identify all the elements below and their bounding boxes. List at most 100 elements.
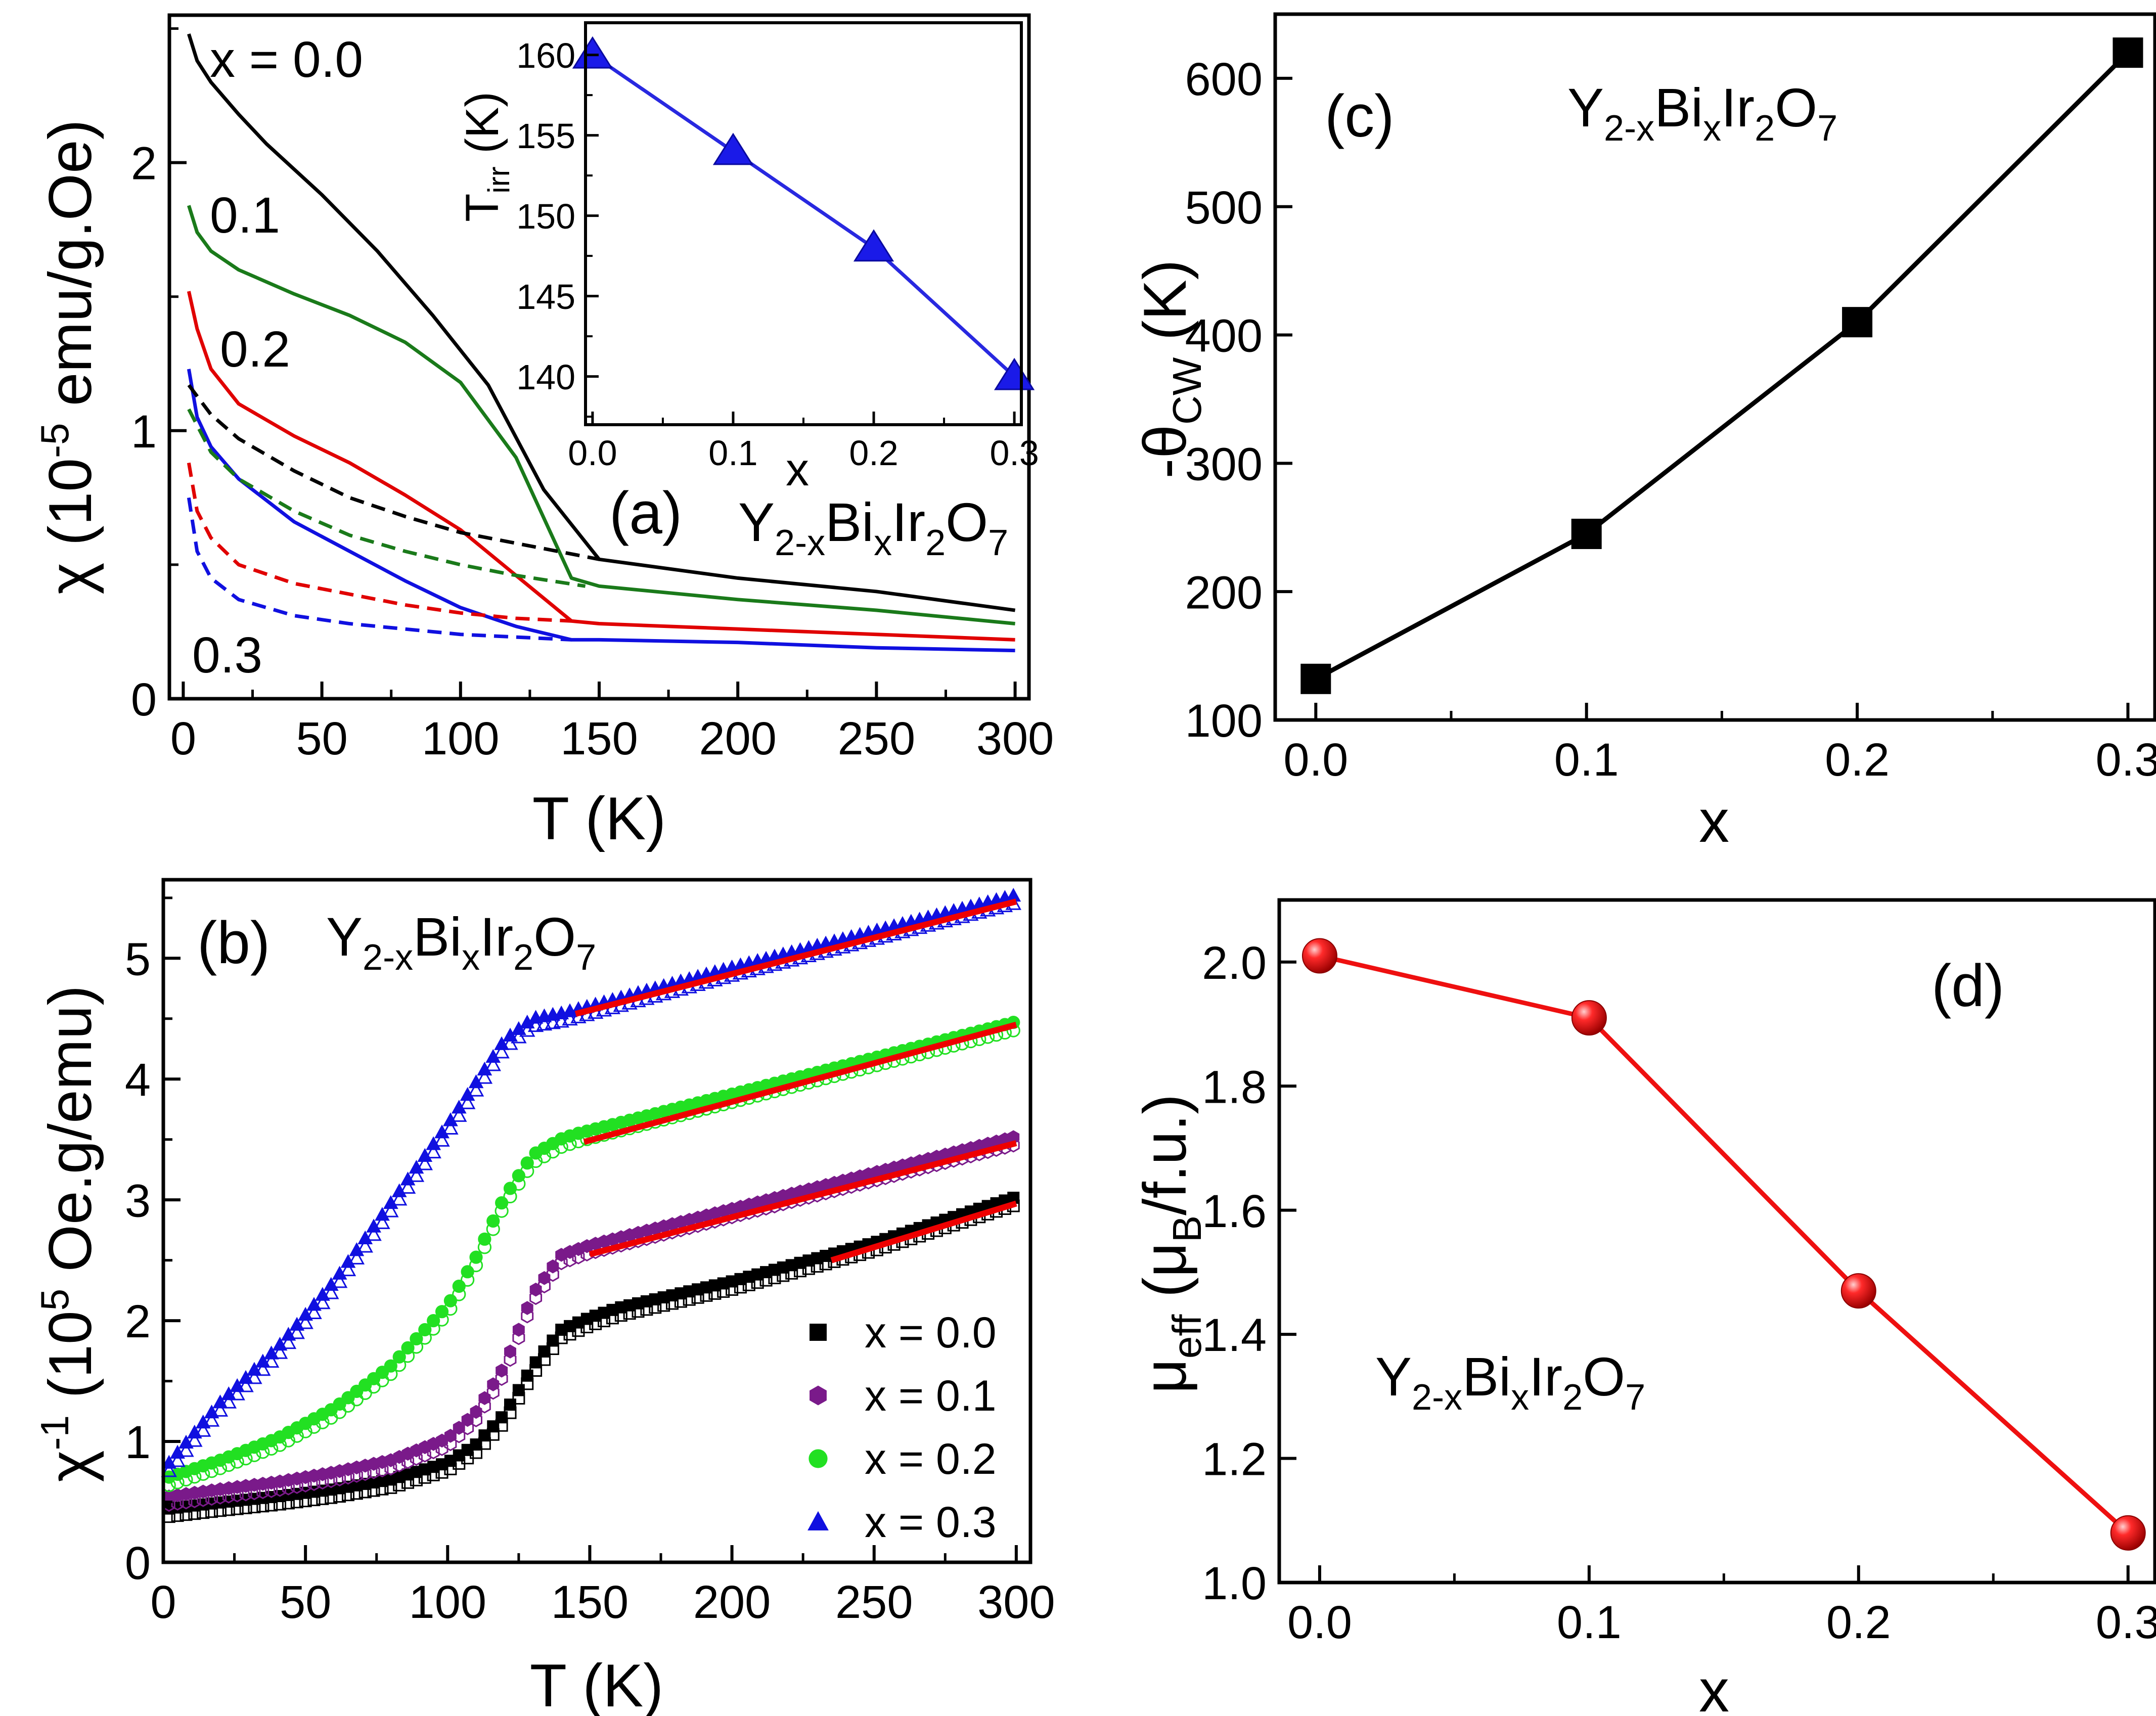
panel-b-data-point: [536, 1016, 553, 1031]
panel-b-data-point: [323, 1277, 339, 1291]
panel-b-data-point: [537, 1149, 552, 1163]
panel-b-xtick-label: 0: [150, 1576, 176, 1628]
inset-ytick-label: 145: [516, 277, 575, 317]
panel-c-xtick-label: 0.3: [2096, 734, 2156, 786]
panel-a-ticks-group: 0 50 100 150 200 250 300 0 1 2: [131, 27, 1054, 764]
panel-b-data-point: [477, 1240, 491, 1254]
panel-d-xlabel: x: [1699, 1657, 1729, 1716]
panel-c-ytick-label: 600: [1185, 54, 1263, 105]
panel-d-series-group: [1301, 938, 2146, 1551]
inset-data-point: [994, 357, 1035, 390]
panel-b-data-point: [717, 1285, 730, 1298]
panel-b-data-point: [478, 1398, 491, 1414]
panel-b-data-point: [256, 1500, 270, 1513]
panel-b-data-point: [333, 1490, 346, 1503]
legend-label-x03: x = 0.3: [865, 1498, 997, 1547]
panel-b-data-point: [632, 1305, 645, 1318]
panel-b-data-point: [231, 1502, 244, 1515]
panel-b-data-point: [726, 1283, 739, 1296]
inset-ytick-label: 160: [516, 36, 575, 75]
panel-b-data-point: [229, 1385, 245, 1401]
panel-d-ticks-group: 0.0 0.1 0.2 0.3 1.0 1.2 1.4 1.6 1.8 2.0: [1202, 937, 2156, 1648]
panel-b-data-point: [563, 1137, 577, 1151]
panel-c-formula: Y2-xBixIr2O7: [1567, 77, 1837, 149]
panel-b-data-point: [274, 1498, 287, 1511]
panel-b-data-point: [666, 1297, 679, 1310]
panel-b-data-point: [521, 1308, 534, 1324]
panel-b-data-point: [213, 1504, 227, 1517]
panel-b-data-point: [451, 1107, 467, 1122]
panel-d-label: (d): [1932, 953, 2004, 1019]
panel-a-series-group: [187, 33, 1016, 653]
panel-d-data-point: [1840, 1273, 1876, 1309]
panel-b-data-point: [527, 1017, 544, 1032]
panel-b-data-point: [470, 1446, 483, 1459]
panel-b-data-point: [700, 1289, 713, 1302]
panel-b-data-point: [350, 1487, 363, 1500]
panel-a-annotation-x0: x = 0.0: [210, 31, 363, 88]
panel-b-data-point: [316, 1492, 329, 1505]
panel-b-data-point: [529, 1290, 543, 1305]
panel-b-data-point: [683, 1293, 696, 1306]
panel-b-data-point: [195, 1422, 211, 1437]
panel-b-label: (b): [197, 910, 270, 976]
panel-b-data-point: [299, 1495, 312, 1508]
panel-b-fit-line: [574, 898, 1017, 1017]
panel-c-ytick-label: 200: [1185, 567, 1263, 618]
panel-b-data-point: [203, 1412, 220, 1427]
panel-b-data-point: [212, 1402, 229, 1417]
panel-d-ytick-label: 1.6: [1202, 1186, 1267, 1237]
panel-b-data-point: [768, 1272, 781, 1285]
panel-b-data-point: [239, 1501, 252, 1514]
inset-xlabel: x: [786, 444, 809, 495]
panel-c-label: (c): [1325, 83, 1395, 150]
panel-b-data-point: [340, 1261, 356, 1277]
panel-b-data-point: [606, 1312, 619, 1325]
panel-b-legend: x = 0.0 x = 0.1 x = 0.2 x = 0.3: [807, 1308, 997, 1547]
inset-background: [581, 20, 1024, 425]
panel-b-data-point: [384, 1367, 398, 1381]
panel-b-data-point: [333, 1472, 346, 1486]
panel-b-data-point: [623, 1307, 636, 1320]
panel-b-data-point: [469, 1258, 483, 1273]
panel-a-ylabel: χ (10-5 emu/g.Oe): [32, 119, 104, 594]
panel-b-data-point: [247, 1448, 261, 1462]
panel-b-data-point: [504, 1398, 516, 1411]
panel-b-ytick-label: 3: [125, 1175, 151, 1227]
panel-b-data-point: [265, 1499, 278, 1512]
panel-b-data-point: [572, 1250, 585, 1265]
panel-b-data-point: [546, 1267, 559, 1282]
panel-b-data-point: [161, 1462, 177, 1477]
panel-a-series-line: [187, 384, 600, 561]
panel-b-data-point: [384, 1461, 397, 1476]
inset-ticks-group: 0.0 0.1 0.2 0.3 140 145 150 155 160: [516, 36, 1039, 473]
panel-b-data-point: [476, 1069, 493, 1084]
panel-b-data-point: [169, 1452, 186, 1467]
panel-b-data-point: [188, 1470, 202, 1484]
panel-a-susceptibility-chart: 0 50 100 150 200 250 300 0 1 2 x = 0.0 0.1 0.2 0.…: [32, 13, 1054, 852]
panel-b-data-point: [640, 1303, 653, 1316]
panel-b-data-point: [546, 1342, 559, 1356]
panel-b-data-point: [197, 1506, 210, 1519]
panel-b-data-point: [546, 1145, 560, 1159]
panel-b-data-point: [306, 1304, 322, 1319]
panel-b-data-point: [435, 1466, 448, 1479]
panel-b-data-point: [331, 1273, 348, 1288]
legend-label-x02: x = 0.2: [865, 1435, 997, 1483]
panel-b-data-point: [376, 1463, 389, 1478]
panel-a-formula: Y2-xBixIr2O7: [738, 491, 1008, 563]
panel-b-data-point: [221, 1458, 236, 1472]
panel-b-data-point: [418, 1471, 431, 1484]
panel-b-data-point: [315, 1294, 331, 1309]
panel-b-data-point: [220, 1393, 237, 1409]
panel-b-data-point: [248, 1485, 261, 1501]
panel-c-data-point: [2113, 37, 2143, 68]
panel-b-data-point: [410, 1451, 423, 1466]
panel-b-data-point: [408, 1167, 425, 1182]
panel-b-data-point: [785, 1267, 798, 1280]
inset-ytick-label: 140: [516, 357, 575, 397]
inset-xtick-label: 0.1: [708, 433, 757, 473]
panel-b-data-point: [537, 1353, 551, 1366]
panel-b-data-point: [521, 1377, 534, 1390]
panel-c-xtick-label: 0.1: [1554, 734, 1619, 786]
